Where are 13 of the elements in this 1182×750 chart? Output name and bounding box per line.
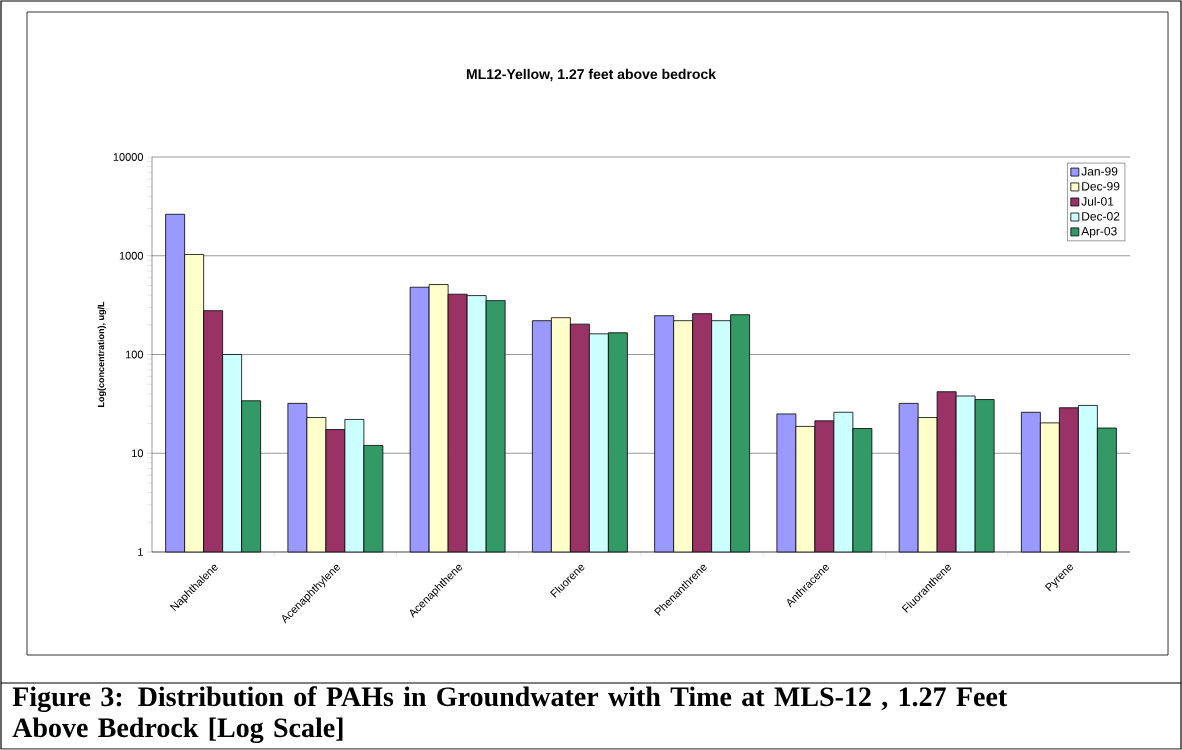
legend-label: Jul-01 <box>1081 196 1114 206</box>
y-tick-label: 100 <box>125 350 144 359</box>
legend-label: Dec-02 <box>1082 212 1120 221</box>
y-tick-label: 1 <box>138 548 143 556</box>
legend-label: Dec-99 <box>1082 182 1120 191</box>
legend-label: Jan-99 <box>1081 167 1118 176</box>
chart-title: ML12-Yellow, 1.27 feet above bedrock <box>466 68 717 82</box>
legend-label: Apr-03 <box>1081 226 1117 238</box>
y-tick-label: 1000 <box>119 251 144 260</box>
y-axis-title: Log(concentration), ug/L <box>97 301 107 407</box>
caption: Figure 3: Distribution of PAHs in Groundwater with Time at MLS-12 , 1.27 Feet Above Bedrock [Log Scale] <box>12 686 1008 744</box>
y-tick-label: 10 <box>132 449 144 458</box>
y-tick-label: 10000 <box>113 153 144 161</box>
